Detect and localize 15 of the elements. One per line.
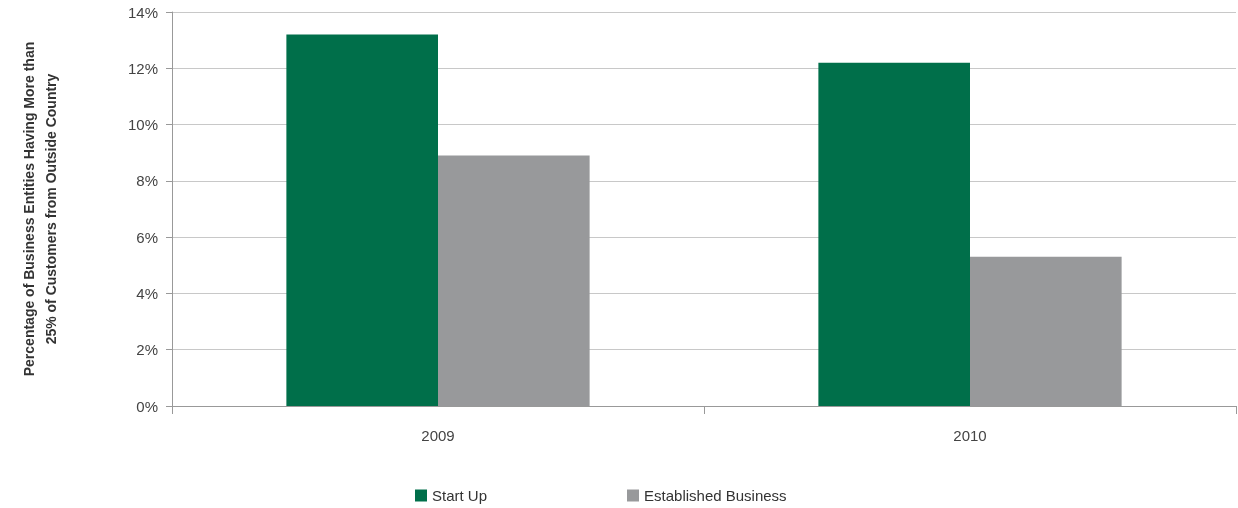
y-tick-label: 2%	[136, 341, 158, 359]
y-tick-label: 4%	[136, 284, 158, 302]
bar	[286, 34, 438, 406]
y-tick-label: 12%	[127, 59, 158, 77]
y-axis-title: Percentage of Business Entities Having More than 25% of Customers from Outside Country	[21, 41, 59, 377]
y-tick-label: 0%	[136, 397, 158, 415]
bar	[818, 62, 970, 406]
y-tick-label: 10%	[127, 116, 158, 134]
legend-label: Established Business	[644, 487, 787, 504]
y-tick-label: 14%	[127, 3, 158, 21]
x-tick-label: 2010	[953, 427, 987, 444]
x-tick-label: 2009	[421, 427, 455, 444]
y-tick-label: 6%	[136, 228, 158, 246]
legend-label: Start Up	[432, 487, 488, 504]
y-tick-label: 8%	[136, 172, 158, 190]
